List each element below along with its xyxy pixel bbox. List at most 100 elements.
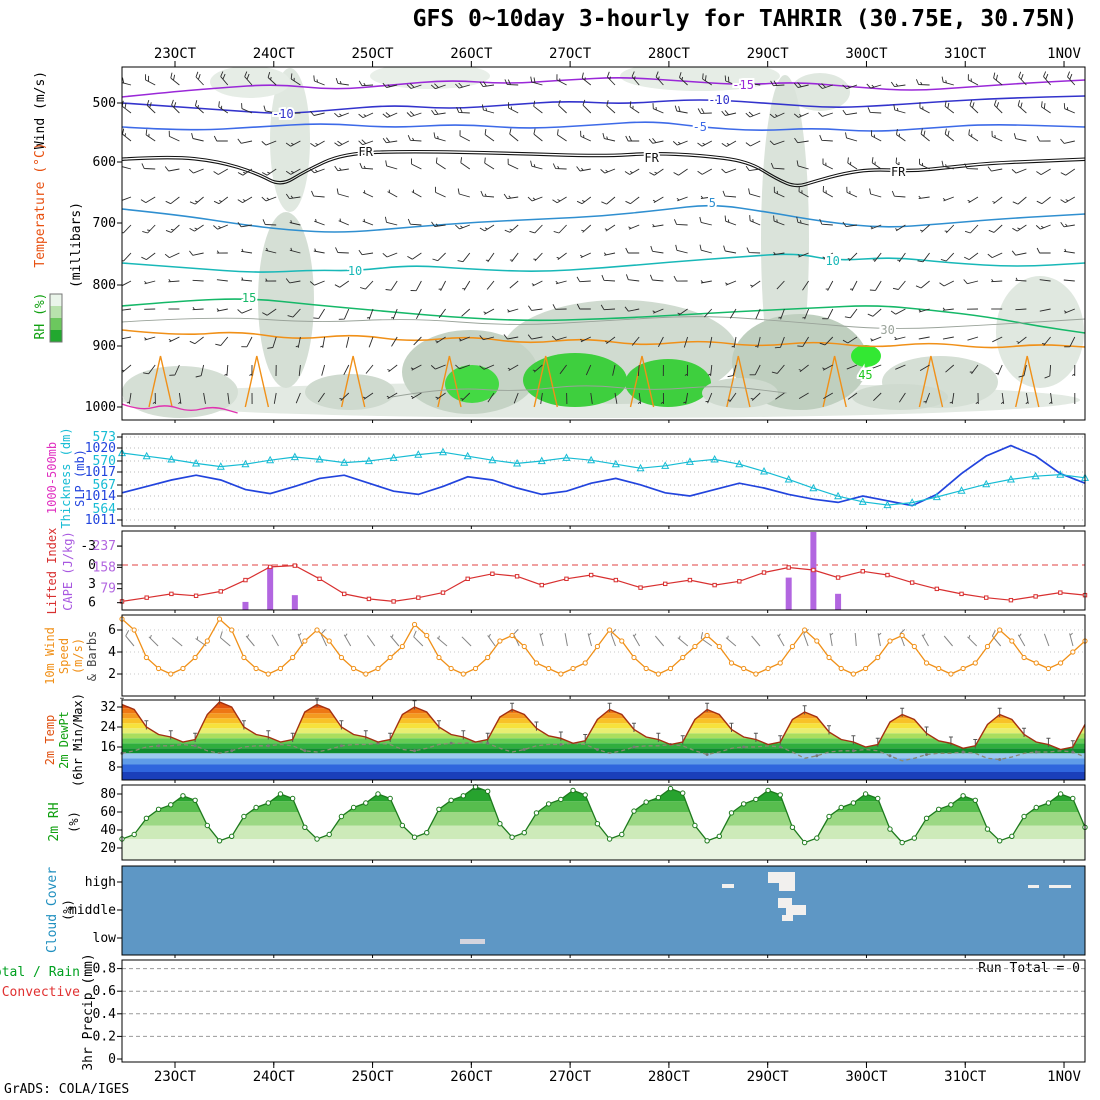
wind-tick-label: 4 bbox=[108, 645, 116, 660]
rh-shading-blob bbox=[996, 276, 1084, 388]
wind-barb bbox=[334, 140, 350, 147]
wind-barb bbox=[189, 224, 204, 232]
dewpt-marker bbox=[266, 744, 270, 748]
dewpt-marker bbox=[1071, 750, 1075, 754]
wind-speed-marker bbox=[241, 654, 247, 661]
wind-barb bbox=[1060, 138, 1075, 144]
wind-speed-marker bbox=[290, 654, 296, 661]
wind-barb bbox=[898, 392, 906, 403]
label-lifted-index: Lifted Index bbox=[45, 528, 59, 615]
wind-barb bbox=[484, 157, 495, 170]
wind-barb bbox=[945, 364, 955, 373]
wind-speed-marker bbox=[277, 665, 284, 672]
wind-barb bbox=[749, 364, 761, 376]
rh-band-fill bbox=[122, 786, 1085, 860]
wind-barb bbox=[460, 157, 471, 170]
wind-speed-marker bbox=[204, 638, 210, 644]
wind-barb bbox=[606, 100, 616, 114]
wind-barb bbox=[430, 364, 446, 370]
wind-barb bbox=[942, 307, 954, 311]
wind-barb bbox=[122, 252, 132, 262]
wind-barb bbox=[587, 632, 592, 647]
wind-barb bbox=[745, 140, 761, 147]
wind-barb bbox=[1063, 248, 1075, 254]
wind-barb bbox=[846, 186, 858, 198]
wind-barb bbox=[942, 196, 954, 202]
rh-shading-blob bbox=[523, 353, 627, 407]
wind-barb bbox=[822, 308, 834, 320]
wind-barb bbox=[390, 634, 400, 647]
wind-speed-marker bbox=[509, 632, 515, 639]
wind-barb bbox=[869, 188, 882, 198]
wind-barb bbox=[842, 84, 858, 90]
rh-marker bbox=[692, 822, 698, 829]
wind-barb bbox=[1036, 247, 1051, 254]
wind-speed-marker bbox=[594, 643, 601, 650]
precip-tick-label: 0.2 bbox=[93, 1029, 116, 1044]
rh-marker bbox=[655, 794, 662, 801]
temp-band bbox=[122, 728, 1085, 734]
rh-marker bbox=[936, 806, 942, 812]
rh-marker bbox=[448, 797, 454, 803]
rh-marker bbox=[241, 813, 247, 820]
rh-marker bbox=[411, 834, 418, 840]
wind-barb bbox=[507, 308, 519, 313]
rh-marker bbox=[960, 793, 966, 799]
wind-barb bbox=[460, 392, 471, 402]
rh-marker bbox=[570, 787, 576, 794]
wind-barb bbox=[1071, 364, 1076, 377]
wind-barb bbox=[918, 336, 930, 340]
thickness-marker bbox=[537, 456, 546, 465]
wind-barb bbox=[171, 99, 180, 114]
wind-barb bbox=[969, 99, 979, 114]
x-axis-label-bottom: 24OCT bbox=[253, 1069, 296, 1085]
wind-speed-marker bbox=[424, 632, 430, 639]
rh-marker bbox=[789, 824, 796, 830]
wind-barb bbox=[677, 635, 689, 647]
cloud-clear-patch bbox=[778, 898, 792, 908]
li-marker bbox=[144, 595, 149, 600]
wind-barb bbox=[267, 336, 277, 349]
thickness-marker bbox=[611, 459, 620, 468]
rh-marker bbox=[168, 802, 174, 808]
wind-barb bbox=[842, 109, 858, 116]
wind-speed-marker bbox=[168, 671, 174, 677]
wind-barb bbox=[358, 80, 374, 87]
contour-label: FR bbox=[891, 165, 906, 179]
wind-barb bbox=[604, 224, 616, 232]
wind-barb bbox=[576, 196, 592, 205]
rh-marker bbox=[801, 839, 808, 846]
contour-label: FR bbox=[358, 145, 373, 159]
wind-barb bbox=[410, 392, 422, 399]
wind-barb bbox=[846, 364, 858, 370]
wind-barb bbox=[702, 73, 713, 86]
wind-barb bbox=[382, 112, 398, 118]
wind-barb bbox=[648, 138, 664, 144]
wind-barb bbox=[919, 102, 930, 114]
wind-barb bbox=[216, 308, 228, 312]
wind-tick-label: 2 bbox=[108, 667, 116, 682]
wind-barb bbox=[1063, 103, 1075, 114]
wind-barb bbox=[773, 251, 785, 256]
temp-band bbox=[122, 753, 1085, 759]
chart-title: GFS 0~10day 3-hourly for TAHRIR (30.75E,… bbox=[412, 6, 1078, 32]
label-convective: Convective bbox=[2, 985, 80, 1000]
wind-barb bbox=[674, 105, 688, 114]
cape-tick-label: 79 bbox=[100, 582, 116, 597]
rh-marker bbox=[131, 831, 137, 838]
wind-barb bbox=[313, 248, 325, 254]
rh-shading-blob bbox=[851, 345, 881, 367]
wind-barb bbox=[320, 629, 328, 647]
wind-barb bbox=[769, 140, 785, 146]
panel-border bbox=[121, 530, 1086, 611]
rh-band bbox=[122, 790, 1085, 802]
wind-barb bbox=[386, 392, 398, 399]
wind-barb bbox=[314, 218, 325, 226]
wind-barb bbox=[1025, 392, 1029, 405]
wind-barb bbox=[513, 392, 519, 404]
wind-barb bbox=[867, 107, 882, 114]
wind-barb bbox=[915, 79, 930, 86]
wind-barb bbox=[1012, 224, 1027, 232]
rh-marker bbox=[1045, 800, 1052, 806]
